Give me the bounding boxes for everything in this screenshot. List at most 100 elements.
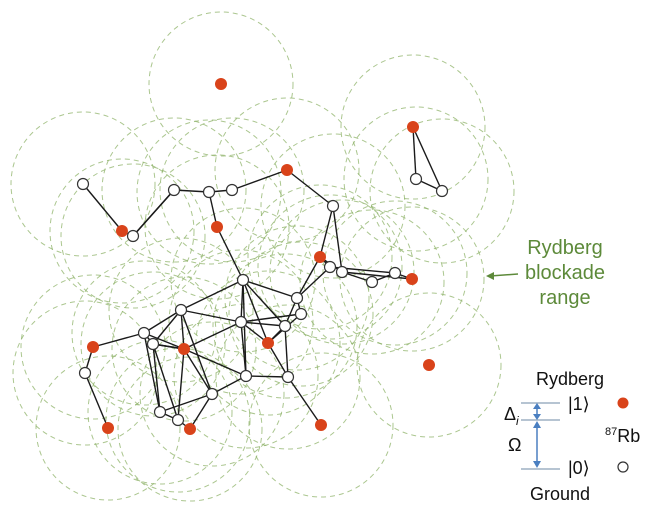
delta-arrowhead-up bbox=[533, 403, 541, 409]
graph-edge bbox=[180, 309, 242, 323]
rydberg-atom bbox=[178, 343, 190, 355]
ground-atom bbox=[171, 413, 185, 427]
graph-nodes bbox=[76, 78, 449, 435]
rydberg-atom bbox=[406, 273, 418, 285]
graph-edge bbox=[152, 343, 161, 413]
ground-atom bbox=[388, 266, 402, 280]
graph-edge bbox=[284, 325, 289, 378]
ground-atom bbox=[202, 185, 216, 199]
ground-atom bbox=[323, 260, 337, 274]
graph-edge bbox=[183, 348, 213, 395]
blockade-circle bbox=[269, 199, 415, 345]
graph-edge bbox=[180, 309, 213, 395]
graph-edge bbox=[82, 183, 123, 232]
graph-edge bbox=[211, 375, 247, 395]
graph-edge bbox=[341, 271, 413, 280]
omega-arrowhead-up bbox=[533, 421, 541, 428]
graph-edge bbox=[183, 348, 247, 377]
blockade-circle bbox=[148, 11, 294, 157]
blockade-circle bbox=[60, 163, 206, 309]
ground-atom bbox=[76, 177, 90, 191]
rydberg-atom bbox=[116, 225, 128, 237]
annotation-arrowhead bbox=[486, 272, 494, 280]
ground-atom bbox=[335, 265, 349, 279]
graph-edge bbox=[412, 126, 417, 180]
ground-atom bbox=[236, 273, 250, 287]
energy-level-legend: Rydberg Δi Ω |1⟩ |0⟩ 87Rb Ground bbox=[504, 369, 640, 504]
ground-state-marker bbox=[617, 461, 629, 473]
species-label: 87Rb bbox=[605, 426, 640, 446]
rydberg-atom bbox=[102, 422, 114, 434]
blockade-circle bbox=[49, 158, 195, 304]
annotation-line-1: Rydberg bbox=[527, 237, 603, 259]
graph-edge bbox=[132, 189, 175, 237]
blockade-circle bbox=[136, 119, 282, 265]
blockade-circle bbox=[87, 339, 233, 485]
blockade-circle bbox=[248, 352, 394, 498]
rydberg-atom bbox=[281, 164, 293, 176]
graph-edge bbox=[240, 321, 286, 327]
graph-edge bbox=[240, 313, 302, 323]
graph-edge bbox=[231, 169, 288, 191]
blockade-circle bbox=[71, 260, 217, 406]
ground-atom bbox=[174, 303, 188, 317]
ground-atom bbox=[126, 229, 140, 243]
ground-atom bbox=[290, 291, 304, 305]
omega-arrowhead-down bbox=[533, 461, 541, 468]
rydberg-atom bbox=[407, 121, 419, 133]
graph-edges bbox=[82, 126, 443, 430]
graph-edge bbox=[332, 205, 343, 273]
blockade-circle bbox=[12, 300, 158, 446]
ground-atom bbox=[278, 319, 292, 333]
annotation-arrow bbox=[489, 273, 519, 277]
graph-edge bbox=[189, 393, 213, 430]
delta-arrowhead-down bbox=[533, 414, 541, 420]
graph-edge bbox=[242, 279, 269, 344]
graph-edge bbox=[143, 309, 182, 334]
rydberg-atom bbox=[211, 221, 223, 233]
blockade-circle bbox=[214, 97, 360, 243]
graph-edge bbox=[245, 375, 289, 378]
blockade-circle bbox=[170, 207, 316, 353]
rydberg-atom bbox=[87, 341, 99, 353]
graph-edge bbox=[84, 372, 109, 429]
blockade-circle bbox=[343, 106, 489, 252]
graph-edge bbox=[412, 126, 443, 192]
blockade-circle bbox=[101, 117, 247, 263]
graph-edge bbox=[216, 226, 244, 281]
legend-ground-label: Ground bbox=[530, 484, 590, 504]
blockade-circle bbox=[340, 54, 486, 200]
blockade-circle bbox=[159, 117, 305, 263]
graph-edge bbox=[319, 205, 334, 258]
graph-edge bbox=[180, 279, 244, 311]
rydberg-state-marker bbox=[617, 397, 629, 409]
graph-edge bbox=[286, 169, 334, 207]
annotation-line-2: blockade bbox=[525, 262, 605, 284]
ground-atom bbox=[137, 326, 151, 340]
blockade-circle bbox=[260, 133, 406, 279]
graph-edge bbox=[242, 279, 286, 327]
blockade-circle bbox=[80, 271, 226, 417]
graph-edge bbox=[240, 321, 247, 377]
blockade-circle bbox=[247, 184, 393, 330]
ground-atom bbox=[225, 183, 239, 197]
rydberg-atom bbox=[315, 419, 327, 431]
graph-edge bbox=[296, 266, 331, 299]
ground-atom bbox=[167, 183, 181, 197]
ground-atom bbox=[234, 315, 248, 329]
blockade-circle bbox=[20, 274, 166, 420]
blockade-circle bbox=[173, 303, 319, 449]
graph-edge bbox=[242, 279, 298, 299]
graph-edge bbox=[159, 393, 213, 413]
ket-one-label: |1⟩ bbox=[568, 394, 590, 414]
ground-atom bbox=[326, 199, 340, 213]
ground-atom bbox=[409, 172, 423, 186]
rydberg-atom bbox=[314, 251, 326, 263]
blockade-circle bbox=[117, 356, 263, 502]
delta-label: Δi bbox=[504, 404, 519, 428]
ground-atom bbox=[239, 369, 253, 383]
blockade-circle bbox=[228, 241, 374, 387]
rydberg-atom bbox=[262, 337, 274, 349]
blockade-circle bbox=[168, 249, 314, 395]
